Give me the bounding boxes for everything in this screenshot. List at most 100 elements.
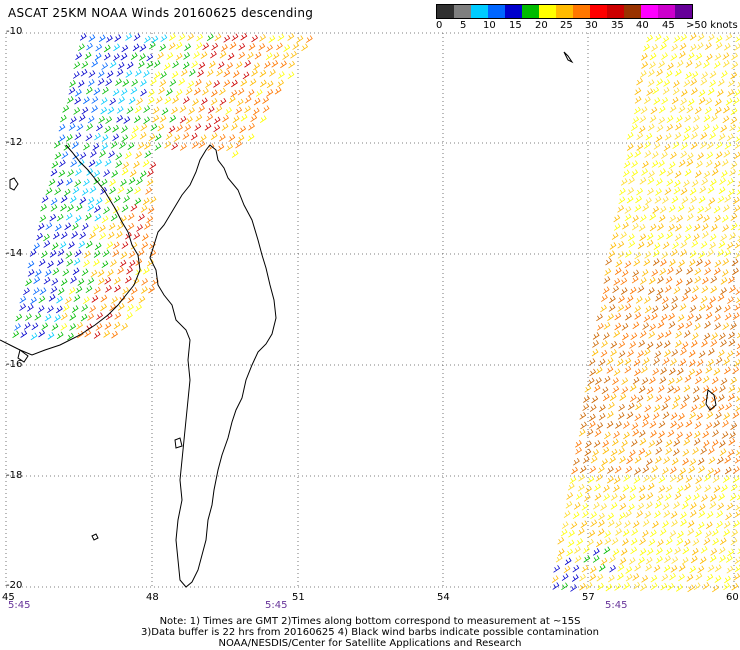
wind-barb xyxy=(108,150,115,159)
wind-barb xyxy=(238,42,246,51)
wind-barb xyxy=(219,97,227,106)
wind-barb xyxy=(696,359,704,367)
wind-barb xyxy=(713,267,721,276)
wind-barb xyxy=(78,43,85,51)
wind-barb xyxy=(648,538,656,547)
wind-barb xyxy=(694,275,702,284)
legend-swatch xyxy=(573,5,590,18)
wind-barb xyxy=(68,287,76,295)
wind-barb xyxy=(707,447,715,455)
legend-tick: 5 xyxy=(460,20,467,31)
wind-barb xyxy=(688,349,696,358)
wind-barb xyxy=(215,105,223,113)
wind-barb xyxy=(276,42,283,51)
wind-barb xyxy=(651,305,659,314)
wind-barb xyxy=(154,133,162,142)
wind-barb xyxy=(175,52,183,61)
wind-barb xyxy=(125,70,133,78)
wind-barb xyxy=(686,213,694,221)
wind-barb xyxy=(681,196,689,204)
wind-barb xyxy=(706,141,714,150)
wind-barb xyxy=(583,494,591,502)
wind-barb xyxy=(640,583,647,592)
wind-barb xyxy=(728,438,736,446)
wind-barb xyxy=(724,575,731,584)
wind-barb xyxy=(724,466,732,475)
wind-barb xyxy=(636,143,644,151)
wind-barb xyxy=(609,393,617,401)
wind-barb xyxy=(639,330,647,339)
wind-barb xyxy=(629,384,637,392)
wind-barb xyxy=(666,178,674,187)
wind-barb xyxy=(719,448,727,456)
wind-barb xyxy=(669,466,677,474)
wind-barb xyxy=(674,179,681,188)
wind-barb xyxy=(726,241,734,250)
wind-barb xyxy=(583,555,591,563)
wind-barb xyxy=(695,314,702,322)
wind-barb xyxy=(683,79,691,88)
wind-barb xyxy=(259,115,267,123)
wind-barb xyxy=(101,62,109,70)
wind-barb xyxy=(580,520,588,528)
wind-barb xyxy=(26,304,34,312)
wind-barb xyxy=(723,43,731,51)
wind-barb xyxy=(710,114,718,122)
wind-barb xyxy=(123,195,130,203)
wind-barb xyxy=(573,457,580,466)
wind-barb xyxy=(672,141,680,149)
wind-barb xyxy=(175,89,183,97)
wind-barb xyxy=(89,185,97,194)
wind-barb xyxy=(612,548,620,557)
wind-barb xyxy=(637,285,645,293)
wind-barb xyxy=(632,428,640,437)
wind-barb xyxy=(670,420,677,429)
wind-barb xyxy=(706,573,714,582)
wind-barb xyxy=(613,484,620,493)
wind-barb xyxy=(193,51,200,59)
wind-barb xyxy=(683,330,691,338)
wind-barb xyxy=(650,106,658,115)
wind-barb xyxy=(663,564,671,573)
wind-barb xyxy=(184,124,192,132)
wind-barb xyxy=(164,96,172,105)
wind-barb xyxy=(56,258,64,266)
wind-barb xyxy=(50,168,58,177)
wind-barb xyxy=(735,349,740,357)
wind-barb xyxy=(130,132,137,141)
wind-barb xyxy=(146,178,154,187)
wind-barb xyxy=(182,61,190,70)
wind-barb xyxy=(634,96,642,104)
wind-barb xyxy=(664,493,672,501)
wind-barb xyxy=(186,116,193,124)
wind-barb xyxy=(578,428,586,437)
wind-barb xyxy=(683,538,691,547)
wind-barb xyxy=(621,386,629,395)
wind-barb xyxy=(629,485,637,493)
wind-barb xyxy=(695,529,702,538)
wind-barb xyxy=(200,51,208,59)
wind-barb xyxy=(597,323,604,331)
wind-barb xyxy=(681,293,689,302)
wind-barb xyxy=(147,206,155,214)
wind-barb xyxy=(613,330,621,338)
wind-barb xyxy=(210,132,218,140)
wind-barb xyxy=(190,132,198,141)
lat-label: -18 xyxy=(6,470,23,481)
wind-barb xyxy=(713,61,721,69)
wind-barb xyxy=(618,447,625,455)
wind-barb xyxy=(597,519,605,528)
wind-barb xyxy=(582,510,589,518)
wind-barb xyxy=(159,79,167,87)
wind-barb xyxy=(727,296,734,304)
wind-barb xyxy=(708,197,716,205)
wind-barb xyxy=(617,564,625,572)
wind-barb xyxy=(702,430,710,439)
wind-barb xyxy=(657,276,664,284)
wind-barb xyxy=(714,575,722,583)
wind-barb xyxy=(613,278,621,286)
pass-time-label: 5:45 xyxy=(265,600,288,611)
legend-tick: 35 xyxy=(611,20,624,31)
wind-barb xyxy=(729,168,737,177)
wind-barb xyxy=(722,475,730,483)
